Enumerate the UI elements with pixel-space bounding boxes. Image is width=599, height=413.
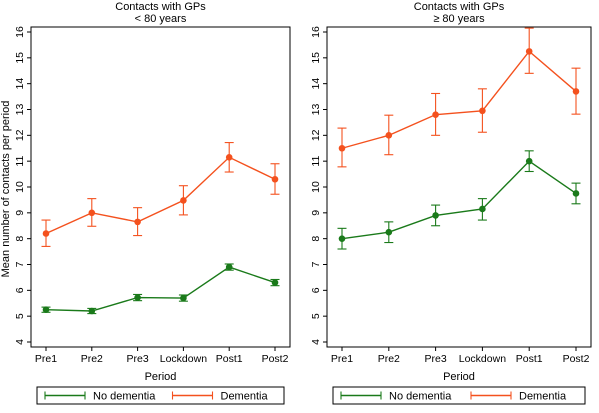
x-tick-label: Pre1 [331,353,353,365]
data-point [271,175,279,183]
series-line-1 [341,50,577,149]
data-point [338,235,346,242]
y-tick-label: 4 [14,339,26,345]
chart-subtitle: ≥ 80 years [433,13,485,25]
data-point [180,294,187,302]
data-point [479,107,486,115]
y-tick-label: 7 [14,261,26,267]
data-point [134,218,141,226]
data-point [271,279,279,286]
y-tick-label: 14 [14,78,26,90]
data-point [525,48,533,55]
data-point [88,307,96,315]
x-tick-label: Pre2 [378,353,400,365]
legend-label: No dementia [389,391,452,403]
y-tick-label: 10 [310,181,322,193]
y-tick-label: 9 [14,210,26,216]
y-tick-label: 16 [14,26,26,38]
data-point [572,88,580,95]
legend-label: No dementia [93,391,156,403]
data-point [572,190,580,197]
x-tick-label: Pre3 [127,353,149,365]
panel-80-and-over: Contacts with GPs≥ 80 years 4 5 6 7 8 9 10 11 12 1… [310,1,592,405]
y-tick-label: 12 [14,129,26,141]
y-tick-label: 5 [14,313,26,319]
y-tick-label: 11 [14,156,26,167]
chart-subtitle: < 80 years [135,13,187,25]
data-point [88,209,96,217]
y-tick-label: 13 [14,104,26,116]
x-tick-label: Post2 [262,353,289,365]
y-tick-label: 14 [310,78,322,90]
x-tick-label: Post1 [216,353,243,365]
x-tick-label: Pre2 [81,353,103,365]
data-point [338,144,346,152]
data-point [479,205,486,213]
y-tick-label: 8 [310,236,322,242]
y-tick-label: 16 [310,26,322,38]
data-point [42,306,50,314]
y-tick-label: 13 [310,104,322,116]
chart-title: Contacts with GPs [414,1,505,13]
x-tick-label: Post2 [563,353,590,365]
data-point [134,294,141,301]
y-tick-label: 15 [310,52,322,64]
shared-y-axis-label: Mean number of contacts per period [0,101,12,278]
legend-label: Dementia [221,391,269,403]
data-point [225,153,233,161]
x-tick-label: Post1 [516,353,543,365]
data-point [385,228,393,236]
y-tick-label: 12 [310,129,322,141]
y-tick-label: 7 [310,261,322,267]
data-point [42,230,50,237]
series-line-0 [341,160,577,240]
series-line-0 [45,266,276,312]
series-line-1 [45,156,276,235]
data-point [180,197,187,204]
y-tick-label: 10 [14,181,26,193]
data-point [525,157,533,165]
data-point [432,111,439,118]
y-tick-label: 6 [310,287,322,293]
x-tick-label: Lockdown [160,353,207,365]
x-axis-label: Period [145,371,177,383]
legend-box [332,386,586,405]
x-tick-label: Pre3 [425,353,447,365]
data-point [225,263,233,271]
legend-box [36,386,285,405]
y-tick-label: 6 [14,287,26,293]
chart-title: Contacts with GPs [115,1,206,13]
data-point [385,132,393,139]
panel-under-80: Contacts with GPs< 80 years 4 5 6 7 8 9 10 11 12 1… [14,1,291,405]
x-axis-label: Period [443,371,475,383]
y-tick-label: 15 [14,52,26,64]
x-tick-label: Pre1 [35,353,57,365]
x-tick-label: Lockdown [459,353,506,365]
data-point [432,212,439,219]
y-tick-label: 5 [310,313,322,319]
y-tick-label: 11 [310,156,322,167]
legend-label: Dementia [519,391,567,403]
y-tick-label: 8 [14,236,26,242]
y-tick-label: 9 [310,210,322,216]
y-tick-label: 4 [310,339,322,345]
